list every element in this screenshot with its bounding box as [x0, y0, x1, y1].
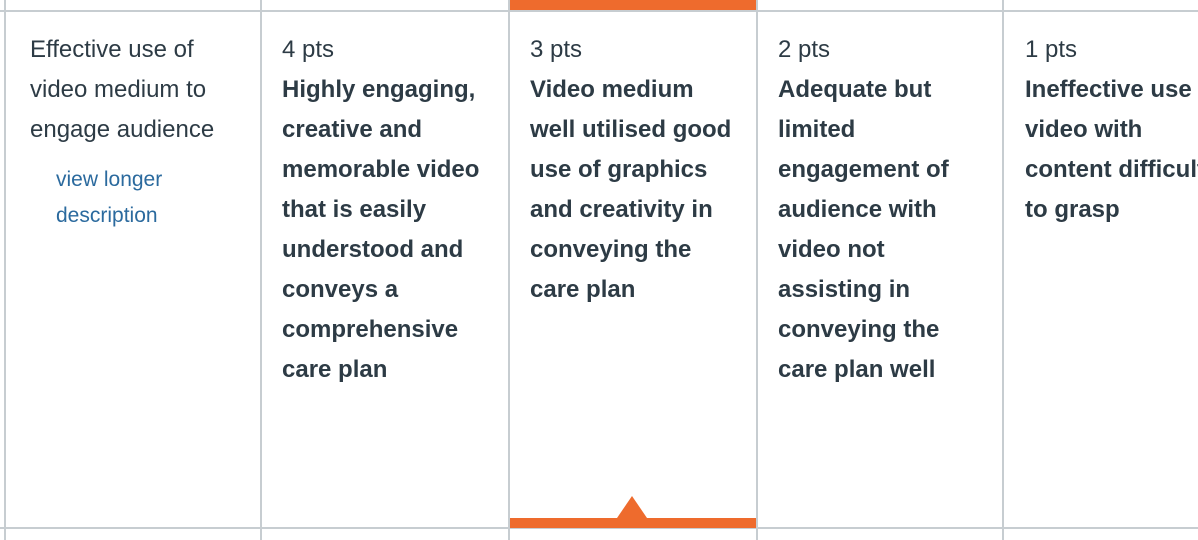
- selected-rating-top-bar: [510, 0, 756, 10]
- rating-points: 1 pts: [1025, 36, 1078, 63]
- cell-divider: [260, 0, 262, 540]
- cell-divider: [1002, 0, 1004, 540]
- cell-divider: [756, 0, 758, 540]
- rating-points: 4 pts: [282, 36, 335, 63]
- rating-1-pts[interactable]: 1 pts Ineffective use of video with cont…: [1025, 30, 1198, 230]
- cell-divider: [4, 0, 6, 540]
- rating-description: Adequate but limited engagement of audie…: [778, 76, 949, 383]
- rating-points: 2 pts: [778, 36, 831, 63]
- rating-2-pts[interactable]: 2 pts Adequate but limited engagement of…: [778, 30, 983, 390]
- selected-rating-bottom-bar: [510, 518, 756, 528]
- rating-3-pts[interactable]: 3 pts Video medium well utilised good us…: [530, 30, 735, 310]
- rating-4-pts[interactable]: 4 pts Highly engaging, creative and memo…: [282, 30, 487, 390]
- selected-rating-indicator-icon: [617, 496, 647, 518]
- rating-description: Ineffective use of video with content di…: [1025, 76, 1198, 223]
- view-longer-description-link[interactable]: view longer description: [56, 168, 163, 227]
- rating-description: Video medium well utilised good use of g…: [530, 76, 732, 303]
- row-top-border: [0, 10, 1198, 12]
- cell-divider: [508, 0, 510, 540]
- rating-points: 3 pts: [530, 36, 583, 63]
- criterion-cell: Effective use of video medium to engage …: [30, 30, 250, 234]
- row-bottom-border: [0, 527, 1198, 529]
- rating-description: Highly engaging, creative and memorable …: [282, 76, 480, 383]
- criterion-description: Effective use of video medium to engage …: [30, 36, 215, 143]
